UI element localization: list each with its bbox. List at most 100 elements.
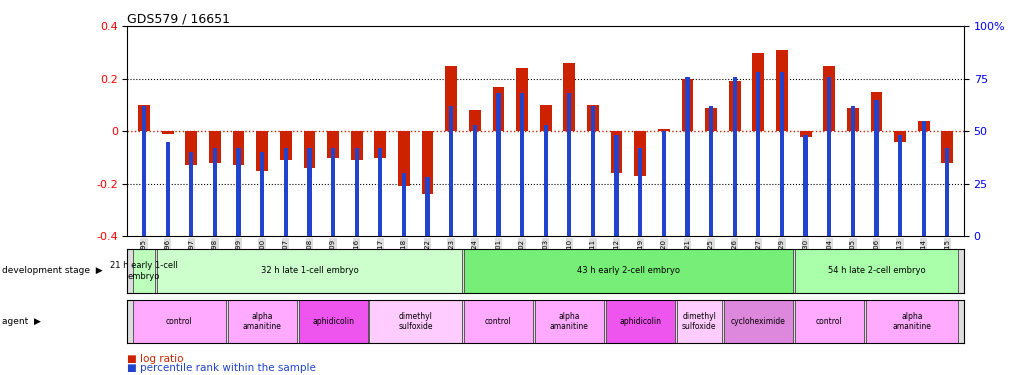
Bar [752, 53, 763, 131]
Bar [681, 79, 693, 131]
Bar [897, 135, 902, 236]
Bar [587, 105, 598, 131]
Bar [209, 131, 220, 163]
Text: alpha
amanitine: alpha amanitine [549, 312, 588, 331]
Bar [469, 110, 480, 131]
Text: 54 h late 2-cell embryo: 54 h late 2-cell embryo [826, 266, 924, 275]
Bar [185, 131, 197, 165]
Text: control: control [815, 317, 842, 326]
Bar [425, 177, 429, 236]
Text: control: control [166, 317, 193, 326]
Bar [165, 142, 169, 236]
Bar [464, 300, 532, 343]
Bar [826, 76, 830, 236]
Bar [661, 131, 665, 236]
Text: agent  ▶: agent ▶ [2, 317, 41, 326]
Text: ■ percentile rank within the sample: ■ percentile rank within the sample [127, 363, 316, 373]
Bar [378, 148, 382, 236]
Bar [369, 300, 462, 343]
Text: GDS579 / 16651: GDS579 / 16651 [127, 12, 230, 25]
Bar [227, 300, 297, 343]
Bar [232, 131, 245, 165]
Bar [723, 300, 792, 343]
Bar [732, 76, 736, 236]
Bar [704, 108, 716, 131]
Bar [189, 152, 194, 236]
Bar [780, 72, 784, 236]
Bar [873, 100, 877, 236]
Bar [729, 81, 740, 131]
Bar [516, 68, 528, 131]
Bar [496, 93, 500, 236]
Bar [401, 173, 406, 236]
Bar [236, 148, 240, 236]
Bar [590, 106, 594, 236]
Bar [330, 148, 335, 236]
Bar [567, 93, 571, 236]
Bar [685, 76, 689, 236]
Bar [138, 105, 150, 131]
Bar [445, 66, 457, 131]
Bar [941, 131, 953, 163]
Bar [610, 131, 622, 173]
Text: development stage  ▶: development stage ▶ [2, 266, 103, 275]
Bar [534, 300, 603, 343]
Bar [850, 106, 854, 236]
Bar [351, 131, 362, 160]
Bar [865, 300, 957, 343]
Bar [520, 93, 524, 236]
Text: dimethyl
sulfoxide: dimethyl sulfoxide [398, 312, 433, 331]
Bar [307, 148, 311, 236]
Bar [355, 148, 359, 236]
Bar [142, 106, 146, 236]
Bar [256, 131, 268, 171]
Bar [562, 63, 575, 131]
Bar [464, 249, 792, 292]
Text: aphidicolin: aphidicolin [619, 317, 660, 326]
Bar [794, 249, 957, 292]
Bar [492, 87, 503, 131]
Bar [539, 105, 551, 131]
Bar [676, 300, 721, 343]
Bar [213, 148, 217, 236]
Text: 21 h early 1-cell
embryо: 21 h early 1-cell embryо [110, 261, 177, 280]
Bar [327, 131, 338, 158]
Bar [397, 131, 410, 186]
Bar [794, 300, 863, 343]
Bar [634, 131, 645, 176]
Bar [260, 152, 264, 236]
Bar [775, 50, 787, 131]
Bar [708, 106, 712, 236]
Bar [846, 108, 858, 131]
Bar [945, 148, 949, 236]
Bar [157, 249, 462, 292]
Bar [162, 131, 173, 134]
Bar [299, 300, 367, 343]
Bar [638, 148, 642, 236]
Bar [921, 121, 925, 236]
Text: cycloheximide: cycloheximide [731, 317, 785, 326]
Bar [283, 148, 287, 236]
Bar [917, 121, 928, 131]
Bar [822, 66, 835, 131]
Text: aphidicolin: aphidicolin [312, 317, 354, 326]
Bar [472, 125, 477, 236]
Bar [133, 300, 225, 343]
Text: alpha
amanitine: alpha amanitine [243, 312, 281, 331]
Bar [133, 249, 155, 292]
Bar [421, 131, 433, 194]
Bar [605, 300, 674, 343]
Text: dimethyl
sulfoxide: dimethyl sulfoxide [682, 312, 715, 331]
Bar [304, 131, 315, 168]
Bar [613, 135, 619, 236]
Bar [799, 131, 811, 136]
Text: ■ log ratio: ■ log ratio [127, 354, 183, 364]
Bar [803, 135, 807, 236]
Bar [448, 106, 452, 236]
Text: control: control [485, 317, 512, 326]
Bar [657, 129, 669, 131]
Bar [894, 131, 905, 142]
Text: 32 h late 1-cell embryo: 32 h late 1-cell embryo [260, 266, 358, 275]
Text: alpha
amanitine: alpha amanitine [892, 312, 930, 331]
Bar [543, 125, 547, 236]
